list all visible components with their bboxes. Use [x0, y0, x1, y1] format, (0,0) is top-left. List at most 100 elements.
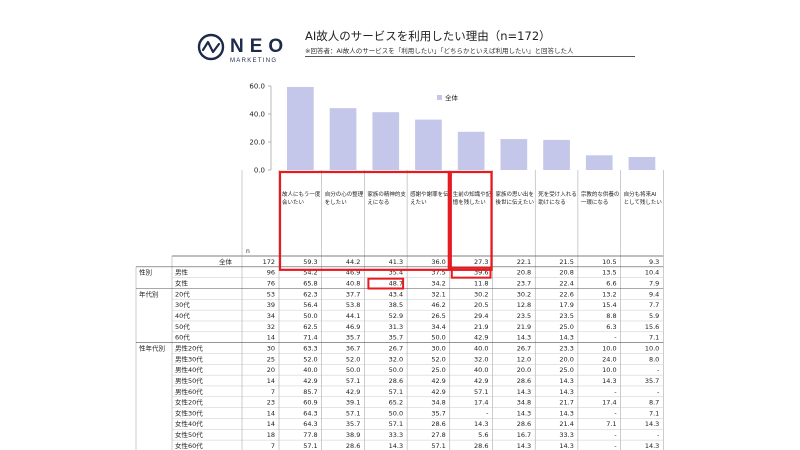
n-column-header: n	[246, 248, 250, 255]
cell-value: 10.5	[602, 258, 616, 266]
cell-value: 13.5	[602, 269, 616, 277]
cell-value: 10.0	[645, 344, 659, 352]
neo-marketing-logo: NEO MARKETING	[197, 33, 289, 64]
cell-value: 7.1	[606, 420, 616, 428]
cell-value: 50.0	[389, 409, 403, 417]
cell-value: 14.3	[389, 442, 403, 450]
cell-value: -	[486, 409, 489, 417]
category-header-line: 家族の思い出を	[496, 190, 535, 198]
cell-value: 28.6	[431, 420, 445, 428]
cell-value: 10.4	[645, 269, 659, 277]
cell-value: 44.2	[346, 258, 360, 266]
cell-value: 63.3	[303, 344, 317, 352]
cell-value: 22.6	[559, 290, 573, 298]
legend-label: 全体	[445, 93, 459, 102]
cell-value: 53.8	[346, 301, 360, 309]
cell-value: 50.0	[431, 334, 445, 342]
cell-value: 42.9	[431, 377, 445, 385]
cell-value: 33.3	[389, 431, 403, 439]
cell-value: 5.9	[649, 312, 659, 320]
category-header-line: 家族の精神的支	[367, 190, 406, 198]
row-group-label: 年代別	[139, 289, 159, 298]
cell-value: 21.7	[559, 399, 573, 407]
bar	[329, 108, 357, 170]
cell-value: 12.8	[517, 301, 531, 309]
cell-value: 21.5	[559, 258, 573, 266]
row-n: 14	[267, 409, 275, 417]
cell-value: 30.0	[431, 344, 445, 352]
data-table: 故人にもう一度会いたい自分の心の整理をしたい家族の精神的支えになる感謝や謝罪を伝…	[135, 170, 664, 450]
cell-value: 28.6	[474, 442, 488, 450]
row-n: 96	[267, 269, 275, 277]
cell-value: 20.0	[517, 366, 531, 374]
cell-value: 28.6	[346, 442, 360, 450]
category-header: 感謝や謝罪を伝えたい	[410, 190, 449, 206]
cell-value: 14.3	[559, 442, 573, 450]
category-header-line: 憶を残したい	[453, 198, 487, 206]
row-n: 32	[267, 323, 275, 331]
cell-value: 77.8	[303, 431, 317, 439]
row-n: 18	[267, 431, 275, 439]
cell-value: 34.2	[431, 279, 445, 287]
cell-value: 22.1	[517, 258, 531, 266]
category-header: 自分の心の整理をしたい	[325, 190, 364, 206]
row-label: 女性50代	[175, 430, 203, 439]
cell-value: 54.2	[303, 269, 317, 277]
cell-value: 34.8	[431, 399, 445, 407]
cell-value: 50.0	[303, 312, 317, 320]
category-header-line: 会いたい	[282, 198, 305, 206]
cell-value: -	[614, 431, 617, 439]
cell-value: 42.9	[431, 388, 445, 396]
cell-value: 14.3	[645, 420, 659, 428]
row-n: 20	[267, 366, 275, 374]
cell-value: 5.6	[478, 431, 488, 439]
category-header-line: 死を受け入れる	[538, 190, 577, 198]
cell-value: 35.4	[389, 269, 403, 277]
brand-name: NEO	[230, 36, 289, 57]
bar	[372, 112, 400, 170]
category-header: 故人にもう一度会いたい	[282, 190, 321, 206]
row-label: 男性20代	[175, 343, 203, 352]
cell-value: 50.0	[346, 366, 360, 374]
cell-value: 41.3	[389, 258, 403, 266]
cell-value: 23.5	[517, 312, 531, 320]
cell-value: 17.9	[559, 301, 573, 309]
row-label: 男性60代	[175, 387, 203, 396]
cell-value: 40.8	[346, 279, 360, 287]
cell-value: 9.3	[649, 258, 659, 266]
cell-value: -	[614, 442, 617, 450]
cell-value: 7.7	[649, 301, 659, 309]
title-underline	[305, 56, 635, 57]
category-header: 死を受け入れる助けになる	[538, 190, 577, 206]
row-n: 76	[267, 279, 275, 287]
category-header: 家族の精神的支えになる	[367, 190, 406, 206]
row-label: 50代	[175, 322, 190, 331]
highlight-box-male-knowledge	[450, 266, 492, 279]
row-n: 7	[271, 442, 275, 450]
cell-value: -	[614, 334, 617, 342]
bars	[287, 86, 656, 170]
row-group-label: 性別	[139, 268, 152, 277]
cell-value: 14.3	[517, 442, 531, 450]
cell-value: 27.8	[431, 431, 445, 439]
cell-value: 6.3	[606, 323, 616, 331]
row-n: 23	[267, 399, 275, 407]
row-n: 7	[271, 388, 275, 396]
row-label: 男性	[175, 268, 189, 277]
row-label: 女性40代	[175, 419, 203, 428]
cell-value: 20.8	[517, 269, 531, 277]
row-n: 30	[267, 344, 275, 352]
legend-swatch	[437, 95, 442, 100]
cell-value: 28.6	[517, 420, 531, 428]
cell-value: 42.9	[303, 377, 317, 385]
cell-value: 32.1	[431, 290, 445, 298]
category-header-line: 故人にもう一度	[282, 190, 321, 198]
category-header-line: として残したい	[624, 198, 663, 206]
cell-value: -	[657, 366, 660, 374]
highlight-box-knowledge-column	[449, 170, 493, 271]
cell-value: 40.0	[474, 366, 488, 374]
cell-value: 8.0	[649, 355, 659, 363]
row-label: 60代	[175, 333, 190, 342]
cell-value: 7.1	[649, 409, 659, 417]
cell-value: 25.0	[559, 366, 573, 374]
